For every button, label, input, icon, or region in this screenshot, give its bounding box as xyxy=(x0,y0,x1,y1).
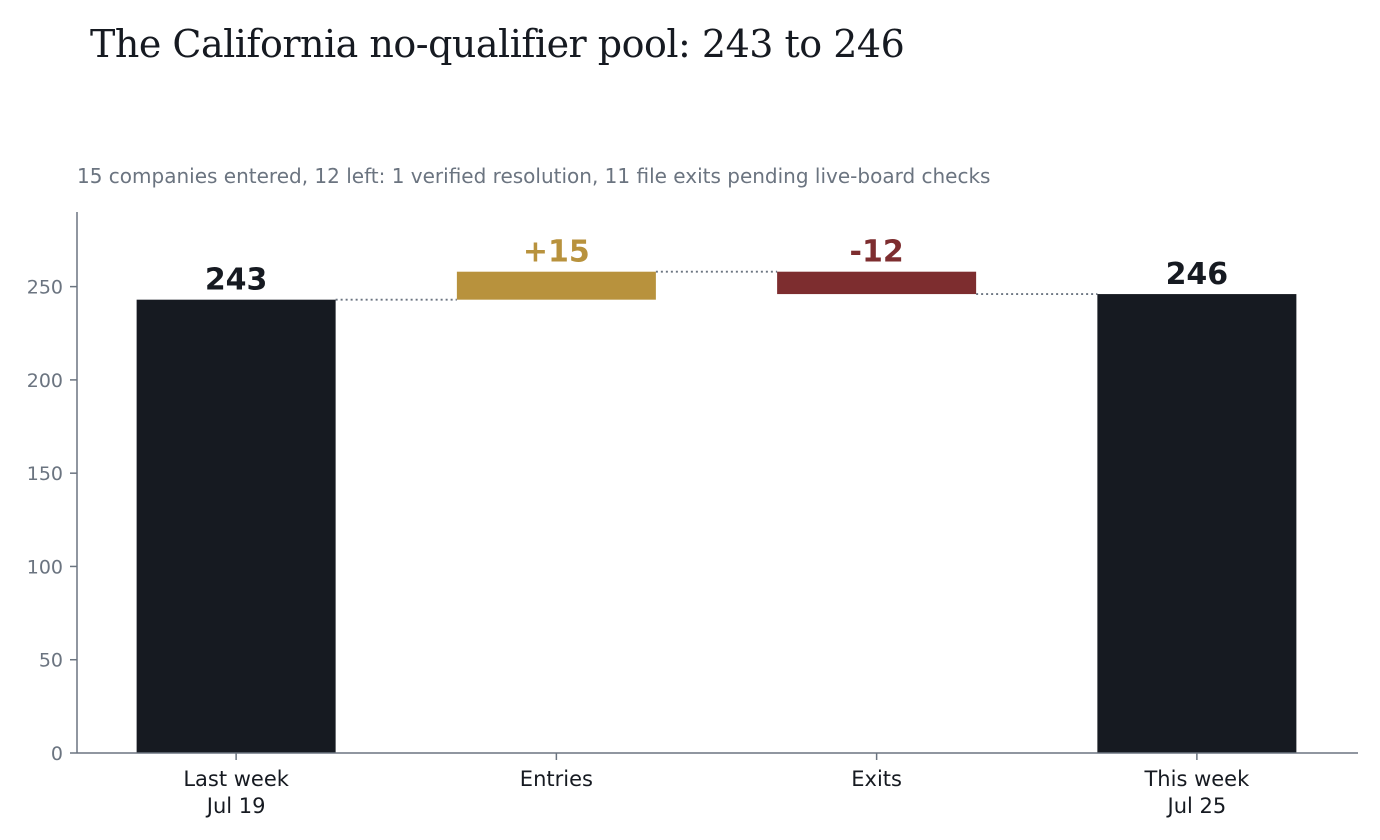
value-label: -12 xyxy=(850,235,904,270)
connector-lines xyxy=(335,270,1098,301)
x-axis: Last week Jul 19 Entries Exits This week Jul … xyxy=(77,752,1358,818)
bar-total xyxy=(136,299,336,753)
value-label: 246 xyxy=(1166,257,1229,292)
x-tick-label: Jul 25 xyxy=(1166,794,1227,818)
bar-group xyxy=(136,271,1297,753)
bar-decrease xyxy=(777,271,977,295)
y-tick-label: 200 xyxy=(27,370,63,392)
x-tick-label: Exits xyxy=(851,767,902,791)
y-tick-label: 100 xyxy=(27,556,63,578)
y-axis: 0 50 100 150 200 250 xyxy=(27,212,78,765)
y-tick-label: 250 xyxy=(27,277,63,299)
value-label: +15 xyxy=(523,235,590,270)
y-tick-label: 0 xyxy=(51,743,63,765)
x-tick-label: This week xyxy=(1143,767,1250,791)
chart-title: The California no-qualifier pool: 243 to… xyxy=(90,22,905,66)
x-tick-label: Jul 19 xyxy=(205,794,266,818)
x-tick-label: Last week xyxy=(183,767,289,791)
bar-increase xyxy=(456,271,656,300)
y-tick-label: 50 xyxy=(39,650,63,672)
value-label-group: 243 +15 -12 246 xyxy=(205,235,1228,298)
value-label: 243 xyxy=(205,263,268,298)
bar-total xyxy=(1097,294,1297,753)
y-tick-label: 150 xyxy=(27,463,63,485)
chart-subtitle: 15 companies entered, 12 left: 1 verifie… xyxy=(77,164,991,188)
x-tick-label: Entries xyxy=(520,767,593,791)
